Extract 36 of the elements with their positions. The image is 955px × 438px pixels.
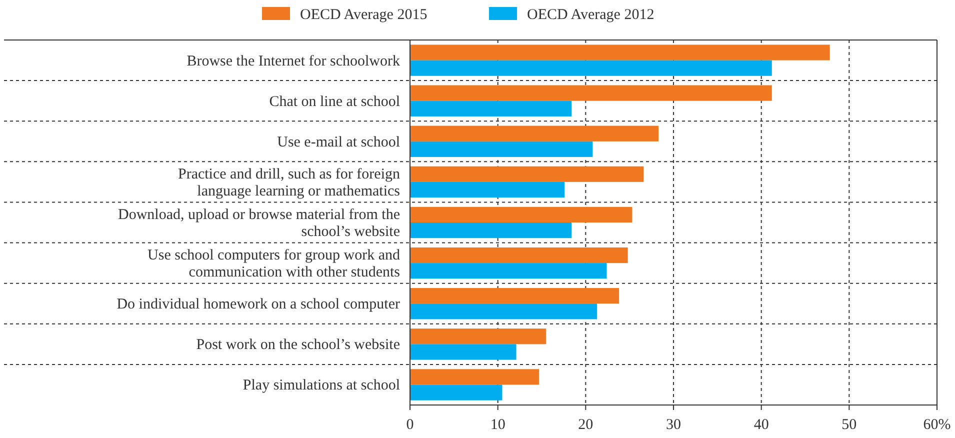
bar (410, 100, 572, 116)
legend-label: OECD Average 2015 (300, 7, 428, 23)
y-tick-label: Do individual homework on a school computer (116, 296, 400, 313)
x-tick-label: 0 (406, 417, 414, 433)
bar (410, 182, 565, 198)
bar (410, 369, 540, 385)
legend-label: OECD Average 2012 (527, 7, 654, 23)
bar (410, 206, 632, 222)
x-tick-label: 10 (490, 417, 506, 433)
x-tick-label: 50 (842, 417, 857, 433)
bar (410, 141, 593, 157)
x-tick-label: 20 (578, 417, 594, 433)
y-tick-label: Browse the Internet for schoolwork (186, 53, 400, 70)
bar (410, 126, 659, 142)
bar (410, 263, 607, 279)
bar (410, 44, 830, 60)
bar (410, 344, 516, 360)
bar (410, 247, 628, 264)
bar (410, 304, 598, 320)
x-tick-label: 60% (923, 417, 951, 433)
bar (410, 328, 546, 344)
y-tick-label: Use e-mail at school (277, 134, 400, 150)
y-tick-label: Chat on line at school (269, 94, 400, 110)
y-tick-label: Download, upload or browse material from the school’s website (118, 207, 400, 240)
x-tick-label: 40 (754, 417, 769, 433)
y-tick-label: Play simulations at school (242, 378, 400, 394)
y-tick-label: Use school computers for group work and communication with other students (148, 248, 400, 281)
bar (410, 85, 772, 101)
bar (410, 288, 620, 304)
y-tick-label: Practice and drill, such as for foreign language learning or mathematics (178, 166, 400, 200)
bar (410, 166, 644, 182)
bar (410, 222, 572, 238)
bar (410, 384, 502, 400)
bar (410, 60, 772, 76)
x-tick-label: 30 (666, 417, 681, 433)
y-tick-label: Post work on the school’s website (196, 337, 400, 354)
